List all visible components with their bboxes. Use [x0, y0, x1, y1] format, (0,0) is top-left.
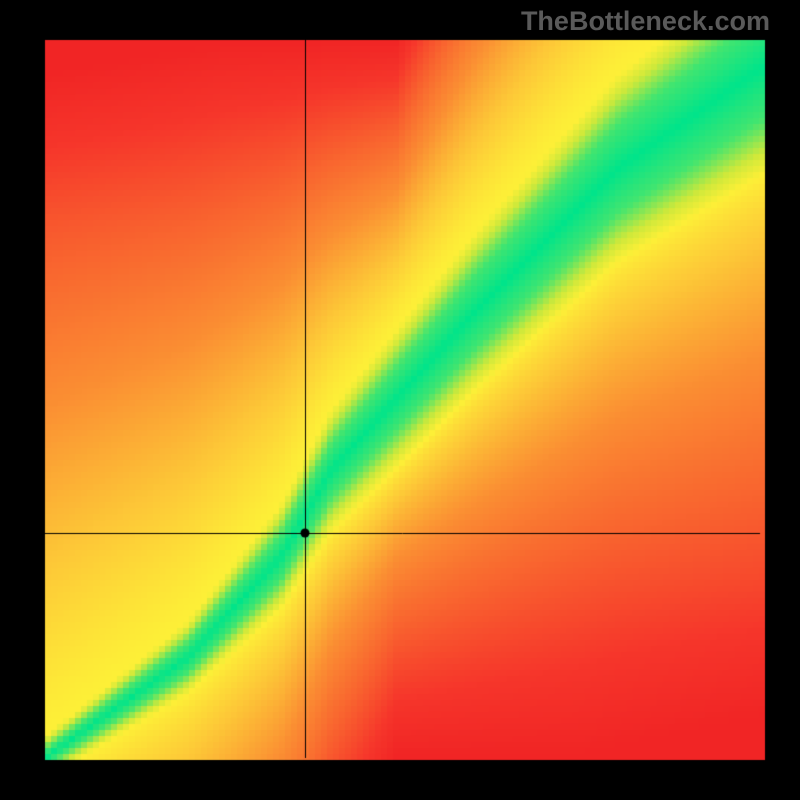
bottleneck-heatmap — [0, 0, 800, 800]
watermark-text: TheBottleneck.com — [521, 6, 770, 37]
